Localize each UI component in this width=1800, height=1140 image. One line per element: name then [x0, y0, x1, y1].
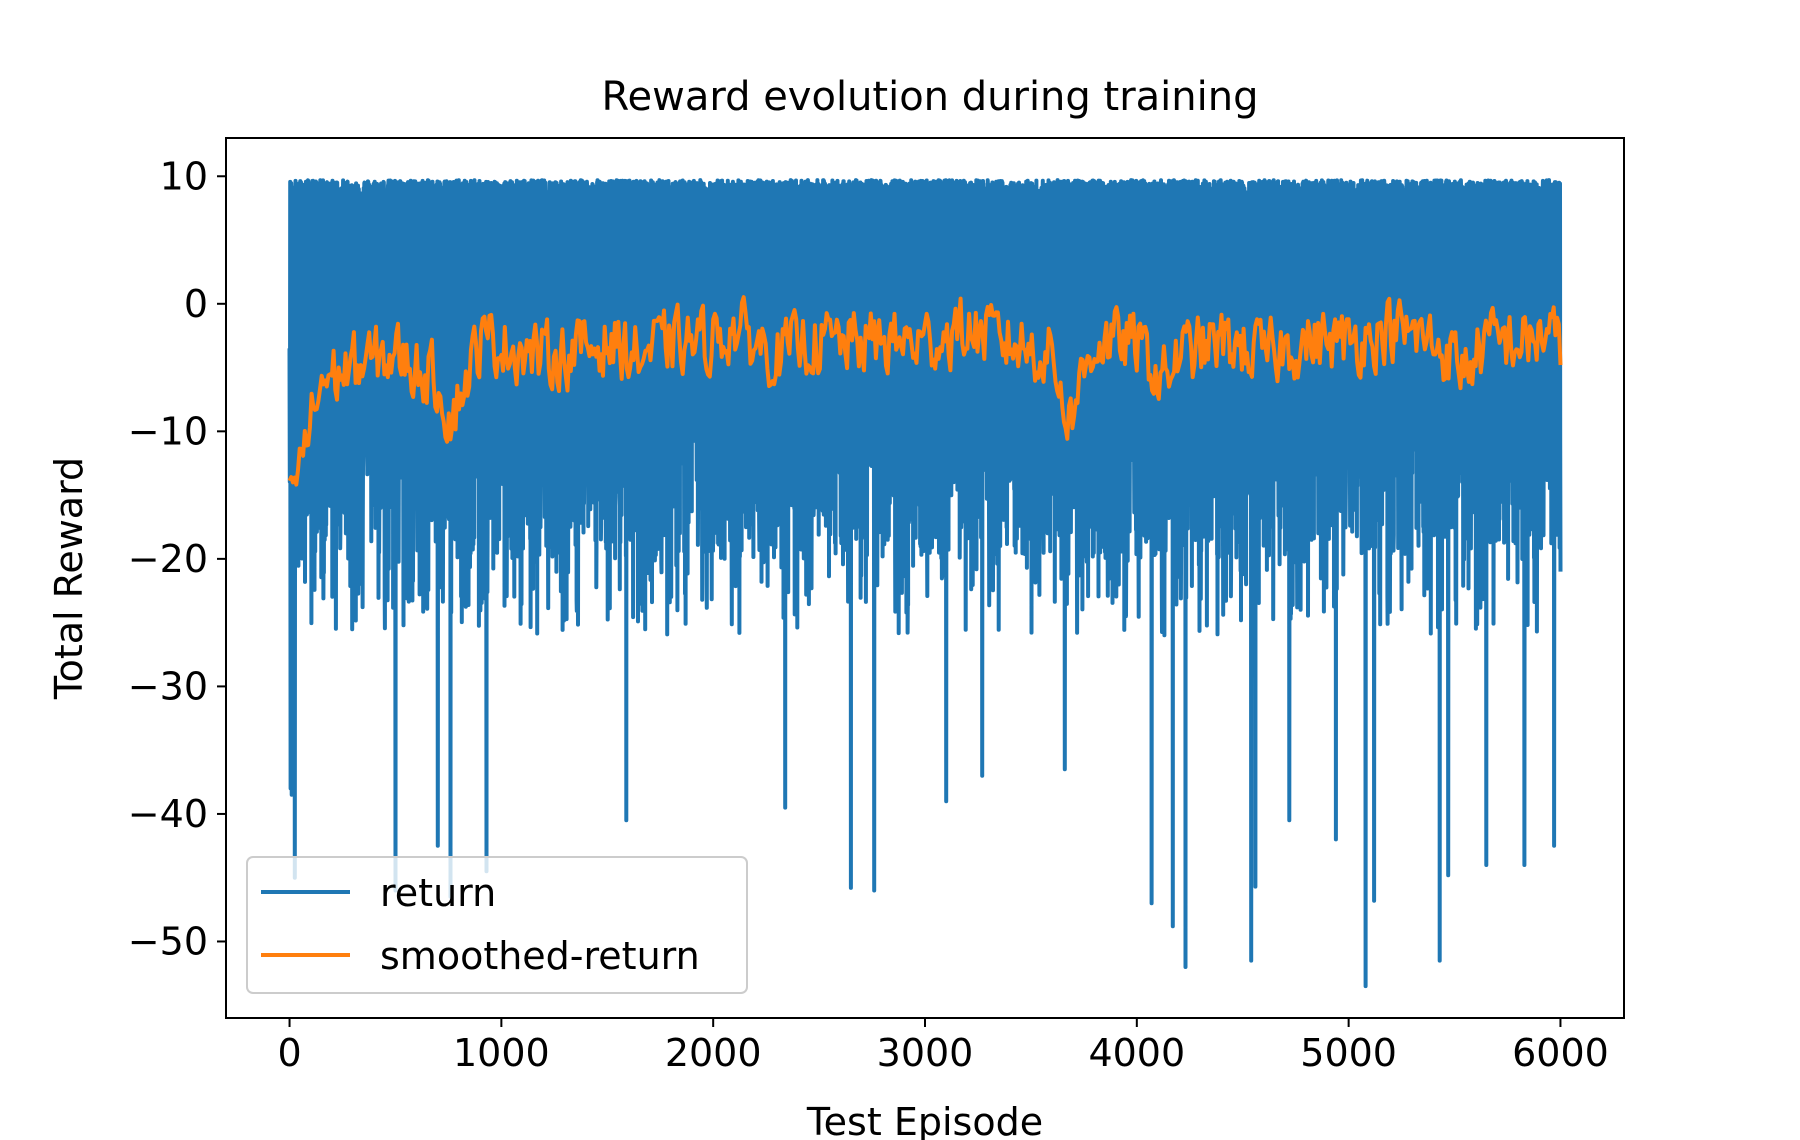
y-axis: 10 0 −10 −20 −30 −40 −50: [128, 154, 226, 963]
y-axis-label: Total Reward: [47, 457, 91, 700]
y-tick-label: 0: [184, 282, 208, 326]
x-tick-label: 1000: [453, 1031, 550, 1075]
chart-title: Reward evolution during training: [602, 74, 1259, 120]
x-tick-label: 2000: [665, 1031, 762, 1075]
series-layer: [287, 178, 1563, 989]
x-tick-label: 5000: [1300, 1031, 1397, 1075]
x-axis-label: Test Episode: [806, 1100, 1043, 1140]
x-tick-label: 3000: [877, 1031, 974, 1075]
series-return-line: [287, 178, 1563, 989]
x-tick-label: 6000: [1512, 1031, 1609, 1075]
y-tick-label: −40: [128, 792, 208, 836]
legend-label-return: return: [380, 871, 496, 915]
y-tick-label: 10: [160, 154, 208, 198]
series-smoothed-return-line: [287, 295, 1563, 487]
x-tick-label: 0: [277, 1031, 301, 1075]
y-tick-label: −50: [128, 919, 208, 963]
legend-label-smoothed-return: smoothed-return: [380, 934, 700, 978]
legend-box: [246, 856, 748, 994]
legend: return smoothed-return: [246, 856, 748, 994]
x-axis: 0 1000 2000 3000 4000 5000 6000: [277, 1018, 1609, 1075]
y-tick-label: −30: [128, 664, 208, 708]
x-tick-label: 4000: [1088, 1031, 1185, 1075]
y-tick-label: −20: [128, 537, 208, 581]
y-tick-label: −10: [128, 409, 208, 453]
